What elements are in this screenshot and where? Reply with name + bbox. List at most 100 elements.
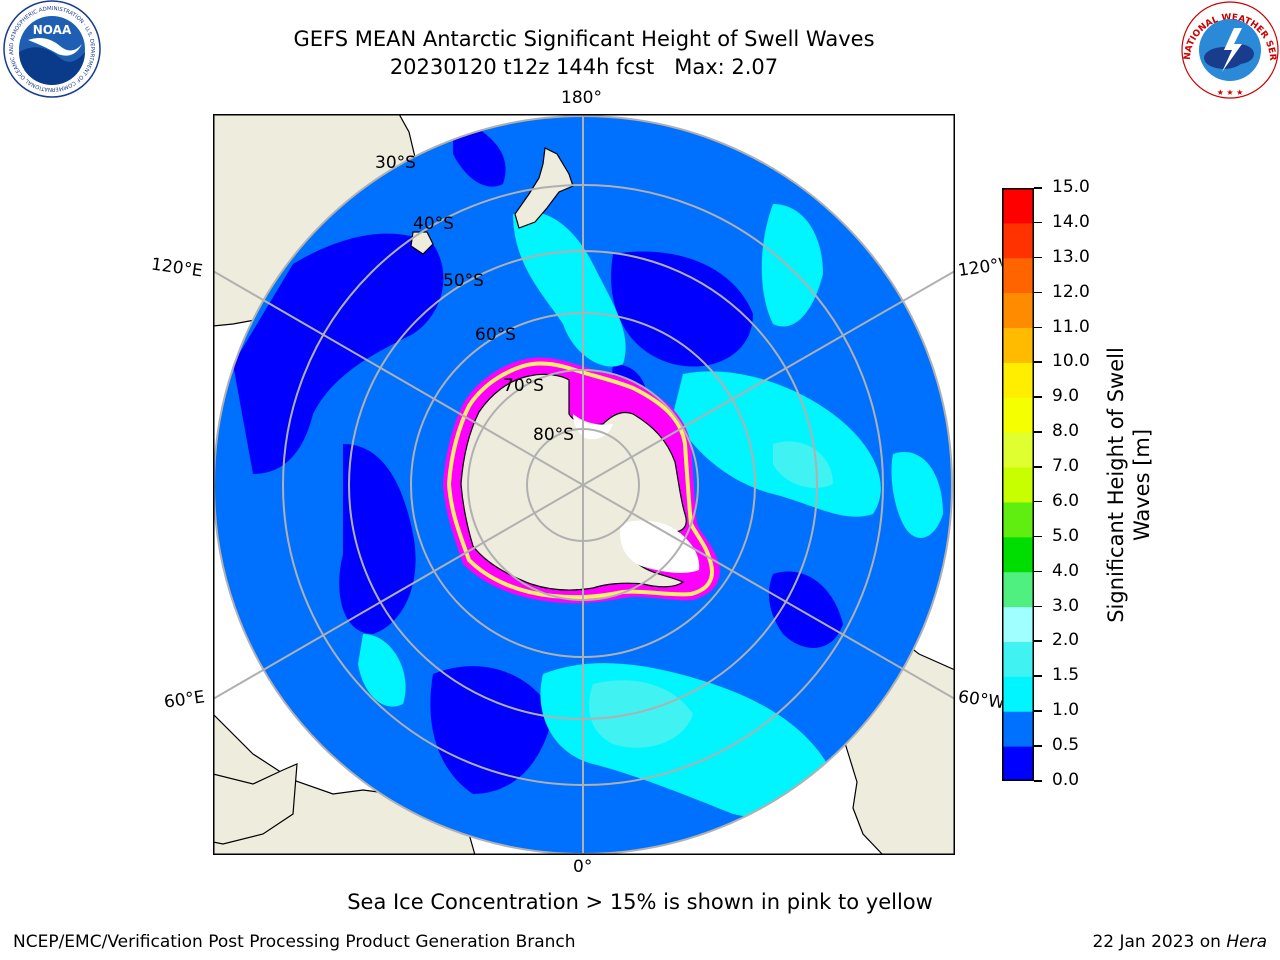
chart-subtitle: 20230120 t12z 144h fcst Max: 2.07 (389, 55, 779, 79)
lat-label-80s: 80°S (533, 425, 574, 445)
sea-ice-fringe-yellow (446, 361, 714, 600)
swell-region-low (233, 233, 444, 474)
colorbar-tick-mark (1034, 361, 1042, 363)
swell-region-low (768, 571, 843, 648)
polar-map: 30°S 40°S 50°S 60°S 70°S 80°S (213, 114, 955, 855)
sea-ice-note: Sea Ice Concentration > 15% is shown in … (347, 890, 933, 914)
colorbar-tick-mark (1034, 396, 1042, 398)
svg-text:★ ★ ★: ★ ★ ★ (1217, 88, 1244, 97)
colorbar-bin (1002, 432, 1034, 468)
footer-date-text: 22 Jan 2023 on (1092, 932, 1221, 952)
lon-label-60w: 60°W (956, 687, 1004, 713)
colorbar-bin (1002, 676, 1034, 712)
weddell-sea-ice (620, 520, 700, 573)
colorbar-bin (1002, 397, 1034, 433)
noaa-logo: NATIONAL OCEANIC AND ATMOSPHERIC ADMINIS… (0, 0, 101, 98)
colorbar-tick-label: 11.0 (1052, 316, 1090, 337)
lon-label-120e: 120°E (149, 254, 204, 282)
colorbar-tick-mark (1034, 605, 1042, 608)
colorbar-label-line2: Waves [m] (1130, 428, 1154, 542)
colorbar-tick-mark (1034, 640, 1042, 642)
swell-region-high (773, 441, 833, 488)
footer-date: 22 Jan 2023 on Hera (1092, 932, 1267, 952)
colorbar-tick-label: 15.0 (1052, 177, 1090, 197)
colorbar-bin (1002, 501, 1034, 538)
lat-label-40s: 40°S (413, 214, 454, 234)
colorbar-bin (1002, 188, 1034, 224)
colorbar-tick-mark (1034, 500, 1042, 503)
colorbar-bin (1002, 327, 1034, 363)
colorbar-tick-mark (1034, 570, 1042, 573)
lon-label-180: 180° (561, 88, 602, 108)
colorbar-bin (1002, 711, 1034, 747)
lat-label-60s: 60°S (475, 325, 516, 345)
colorbar-bin (1002, 606, 1034, 642)
colorbar-tick-label: 0.0 (1052, 770, 1080, 790)
lat-label-50s: 50°S (443, 271, 484, 291)
lon-label-0: 0° (573, 857, 593, 877)
swell-region-low (339, 444, 416, 634)
colorbar-bin (1002, 257, 1034, 294)
swell-region-low (430, 666, 553, 794)
footer-credit: NCEP/EMC/Verification Post Processing Pr… (13, 932, 576, 952)
meridian-120e (213, 270, 584, 486)
colorbar-tick-label: 1.5 (1052, 665, 1080, 686)
colorbar-tick-label: 10.0 (1052, 351, 1090, 372)
colorbar-bin (1002, 571, 1034, 608)
swell-region-high (589, 680, 693, 748)
colorbar-tick-label: 5.0 (1052, 525, 1080, 546)
colorbar-label-line1: Significant Height of Swell (1104, 347, 1128, 623)
swell-region-mid (761, 204, 823, 327)
colorbar-tick-label: 4.0 (1052, 560, 1080, 581)
colorbar-tick-mark (1034, 326, 1042, 329)
colorbar-bin (1002, 536, 1034, 573)
colorbar-tick-mark (1034, 466, 1042, 468)
colorbar-tick-mark (1034, 710, 1042, 712)
colorbar (1002, 188, 1034, 781)
swell-region-low (611, 251, 753, 367)
colorbar-tick-label: 7.0 (1052, 456, 1080, 477)
colorbar-tick-label: 1.0 (1052, 700, 1080, 721)
footer-host: Hera (1226, 932, 1267, 952)
lon-label-60e: 60°E (162, 687, 207, 713)
colorbar-bin (1002, 467, 1034, 503)
swell-region-mid (513, 211, 626, 367)
colorbar-bin (1002, 362, 1034, 398)
nws-logo: NATIONAL WEATHER SERVICE ★ ★ ★ (1176, 0, 1279, 99)
colorbar-tick-label: 13.0 (1052, 246, 1090, 267)
colorbar-tick-mark (1034, 431, 1042, 433)
longitude-graticule (213, 114, 955, 855)
colorbar-tick-mark (1034, 256, 1042, 259)
colorbar-bin (1002, 746, 1034, 781)
colorbar-border (1002, 188, 1034, 781)
colorbar-bin (1002, 292, 1034, 329)
colorbar-tick-label: 14.0 (1052, 211, 1090, 232)
noaa-logo-text: NOAA (33, 23, 72, 37)
chart-title: GEFS MEAN Antarctic Significant Height o… (293, 27, 875, 51)
colorbar-tick-label: 2.0 (1052, 630, 1080, 651)
colorbar-tick-label: 3.0 (1052, 595, 1080, 616)
lat-label-70s: 70°S (503, 376, 544, 396)
colorbar-tick-mark (1034, 675, 1042, 677)
colorbar-tick-mark (1034, 291, 1042, 294)
swell-region-mid (358, 634, 406, 707)
colorbar-tick-label: 12.0 (1052, 281, 1090, 302)
colorbar-tick-mark (1034, 221, 1042, 224)
colorbar-bin (1002, 222, 1034, 259)
lon-label-120w: 120°W (956, 255, 1004, 281)
swell-region-mid (891, 452, 943, 538)
colorbar-tick-label: 9.0 (1052, 386, 1080, 407)
colorbar-tick-mark (1034, 780, 1042, 782)
colorbar-tick-mark (1034, 535, 1042, 538)
colorbar-bin (1002, 641, 1034, 677)
meridian-120w (582, 270, 955, 486)
colorbar-tick-label: 0.5 (1052, 735, 1080, 756)
colorbar-tick-mark (1034, 187, 1042, 189)
lat-label-30s: 30°S (375, 153, 416, 173)
madagascar-land (213, 763, 298, 845)
meridian-60w (582, 484, 955, 700)
colorbar-tick-mark (1034, 745, 1042, 747)
tasmania-land (410, 231, 434, 255)
colorbar-tick-label: 6.0 (1052, 490, 1080, 511)
meridian-60e (213, 484, 584, 700)
